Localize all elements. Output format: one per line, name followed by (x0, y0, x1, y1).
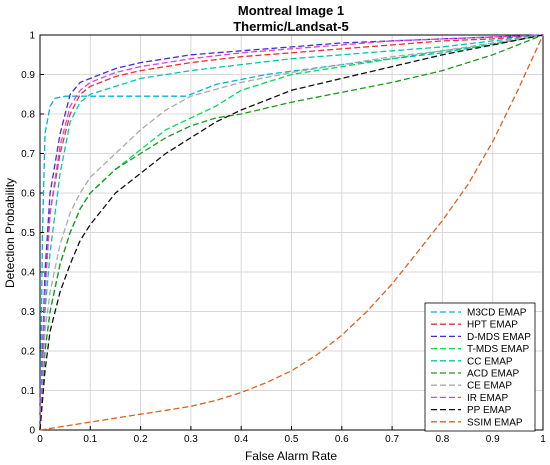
series-line-cc-emap (39, 34, 544, 431)
y-tick-label: 0.5 (21, 228, 35, 239)
chart-subtitle: Thermic/Landsat-5 (233, 19, 349, 34)
x-tick-label: 0.3 (184, 434, 198, 445)
y-tick-label: 0.3 (21, 307, 35, 318)
series-layer (39, 34, 544, 431)
legend-label: CE EMAP (467, 381, 512, 392)
y-axis-label: Detection Probability (3, 178, 17, 288)
legend-label: CC EMAP (467, 356, 513, 367)
series-line-acd-emap (39, 34, 544, 431)
x-tick-label: 0.4 (234, 434, 248, 445)
legend-label: SSIM EMAP (467, 417, 523, 428)
legend-label: HPT EMAP (467, 320, 518, 331)
axis-ticks: 0 0.1 0.2 0.3 0.4 0.5 0.6 0.7 0.8 0.9 1 0 0.1 0.2 0.3 0… (21, 31, 546, 446)
legend-label: ACD EMAP (467, 369, 520, 380)
x-axis-label: False Alarm Rate (245, 449, 337, 463)
x-tick-label: 0.1 (83, 434, 97, 445)
legend-label: M3CD EMAP (467, 308, 527, 319)
series-line-m3cd-emap (39, 34, 544, 431)
x-tick-label: 0.8 (435, 434, 449, 445)
series-line-hpt-emap (39, 34, 544, 431)
y-tick-label: 0 (29, 426, 35, 437)
legend-label: PP EMAP (467, 405, 512, 416)
x-tick-label: 0 (37, 434, 43, 445)
chart-title: Montreal Image 1 (238, 3, 344, 18)
y-tick-label: 0.9 (21, 70, 35, 81)
x-tick-label: 1 (540, 434, 546, 445)
legend-label: T-MDS EMAP (467, 344, 530, 355)
y-tick-label: 0.1 (21, 386, 35, 397)
series-line-ir-emap (39, 34, 544, 431)
x-tick-label: 0.7 (385, 434, 399, 445)
y-tick-label: 0.4 (21, 268, 35, 279)
x-tick-label: 0.6 (335, 434, 349, 445)
y-tick-label: 1 (29, 31, 35, 42)
y-tick-label: 0.2 (21, 347, 35, 358)
y-tick-label: 0.6 (21, 189, 35, 200)
legend-label: IR EMAP (467, 393, 508, 404)
y-tick-label: 0.8 (21, 110, 35, 121)
x-tick-label: 0.5 (285, 434, 299, 445)
y-tick-label: 0.7 (21, 149, 35, 160)
x-tick-label: 0.9 (486, 434, 500, 445)
series-line-ssim-emap (39, 34, 544, 431)
series-line-pp-emap (39, 34, 544, 431)
legend-label: D-MDS EMAP (467, 332, 531, 343)
x-tick-label: 0.2 (134, 434, 148, 445)
series-line-ce-emap (39, 34, 544, 431)
